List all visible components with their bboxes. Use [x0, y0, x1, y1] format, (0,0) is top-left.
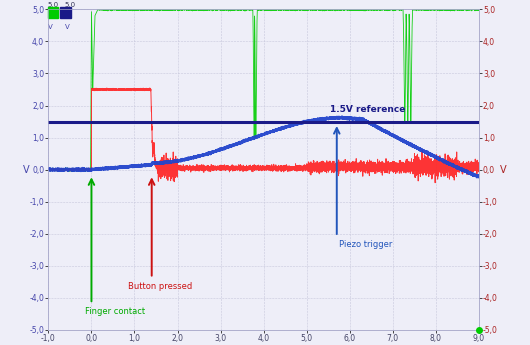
Text: 5,0: 5,0 — [65, 2, 76, 8]
Y-axis label: V: V — [500, 165, 507, 175]
Text: 1.5V reference: 1.5V reference — [330, 106, 405, 115]
Text: V: V — [65, 24, 69, 30]
Text: Finger contact: Finger contact — [85, 307, 145, 316]
Y-axis label: V: V — [23, 165, 30, 175]
Text: 5,0: 5,0 — [48, 2, 59, 8]
Text: Piezo trigger: Piezo trigger — [339, 240, 392, 249]
Text: V: V — [48, 24, 52, 30]
Text: Button pressed: Button pressed — [128, 282, 192, 291]
Bar — [48, 7, 58, 18]
Bar — [60, 7, 71, 18]
